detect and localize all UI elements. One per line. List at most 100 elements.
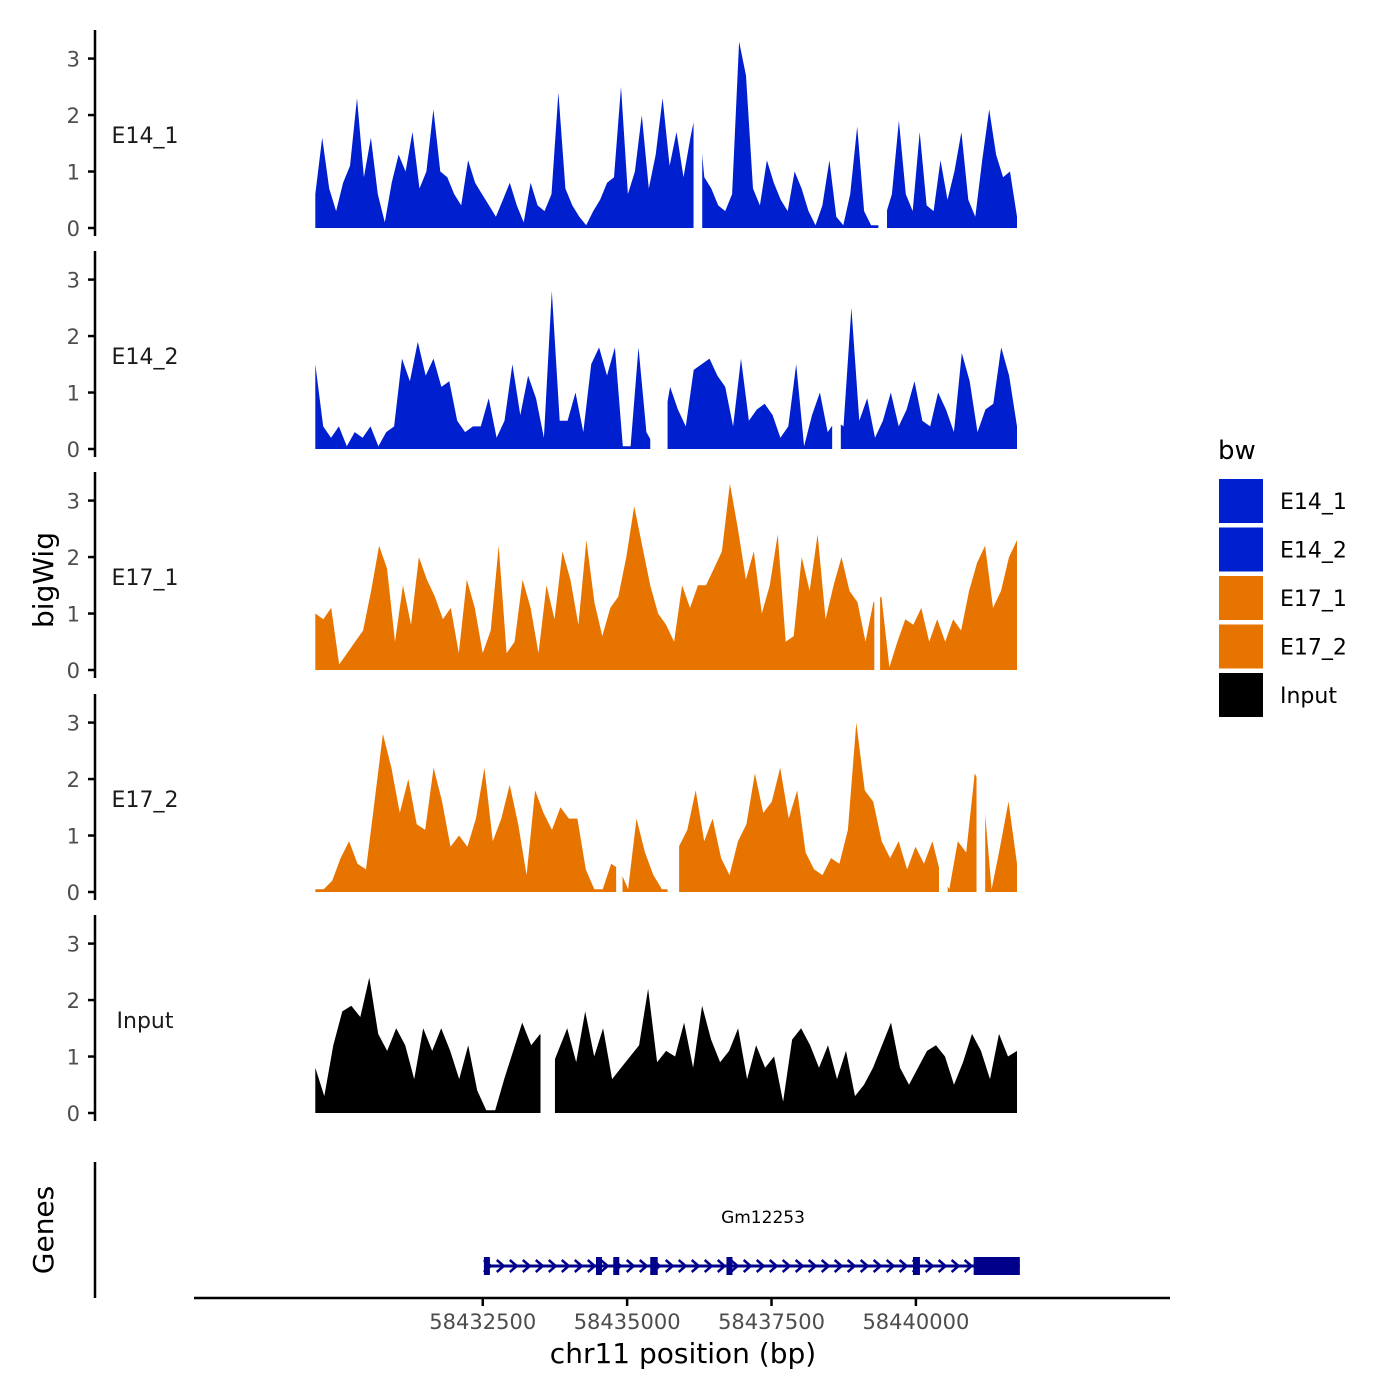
strand-arrow	[794, 1259, 805, 1273]
area-Input	[315, 977, 1017, 1113]
strand-arrow	[898, 1259, 909, 1273]
track-E17_1: 0 1 2 3 E17_1	[67, 472, 1017, 683]
strand-arrow	[677, 1259, 688, 1273]
legend-swatch-E17_2	[1219, 624, 1263, 669]
y-axis-title: bigWig	[27, 532, 60, 628]
strand-arrow	[833, 1259, 844, 1273]
legend-label: E14_1	[1280, 490, 1347, 515]
strand-arrow	[599, 1259, 610, 1273]
strand-arrow	[872, 1259, 883, 1273]
strand-arrow	[560, 1259, 571, 1273]
no-data-gap	[874, 473, 881, 671]
y-tick-label: 1	[67, 1046, 80, 1070]
y-tick-label: 2	[67, 989, 80, 1013]
track-label: E14_2	[112, 345, 179, 370]
x-axis-title: chr11 position (bp)	[550, 1337, 816, 1370]
y-tick-label: 0	[67, 1102, 80, 1126]
strand-arrow	[846, 1259, 857, 1273]
y-tick-label: 3	[67, 933, 80, 957]
area-E14_2	[315, 290, 1017, 449]
strand-arrow	[807, 1259, 818, 1273]
legend: E14_1 E14_2 E17_1 E17_2 Input	[1219, 479, 1347, 717]
exon	[595, 1257, 602, 1275]
genes-axis-title: Genes	[27, 1186, 60, 1274]
y-tick-label: 1	[67, 603, 80, 627]
x-tick-label: 58435000	[574, 1310, 681, 1334]
strand-arrow	[638, 1259, 649, 1273]
strand-arrow	[690, 1259, 701, 1273]
no-data-gap	[938, 695, 948, 893]
no-data-gap	[832, 252, 841, 450]
track-Input: 0 1 2 3 Input	[67, 915, 1017, 1126]
no-data-gap	[976, 695, 986, 893]
x-tick-label: 58437500	[718, 1310, 825, 1334]
legend-label: E17_1	[1280, 587, 1347, 612]
y-tick-label: 3	[67, 269, 80, 293]
track-label: E14_1	[112, 124, 179, 149]
x-axis-ticks: 58432500 58435000 58437500 58440000	[429, 1298, 969, 1334]
area-E14_1	[315, 41, 1017, 228]
strand-arrow	[508, 1259, 519, 1273]
exon	[483, 1257, 490, 1275]
strand-arrow	[534, 1259, 545, 1273]
track-E17_2: 0 1 2 3 E17_2	[67, 694, 1017, 905]
strand-arrow	[963, 1259, 974, 1273]
legend-swatch-Input	[1219, 673, 1263, 717]
y-tick-label: 0	[67, 438, 80, 462]
no-data-gap	[693, 31, 703, 229]
strand-arrow	[573, 1259, 584, 1273]
legend-label: E14_2	[1280, 539, 1347, 564]
strand-arrow	[521, 1259, 532, 1273]
y-tick-label: 2	[67, 104, 80, 128]
strand-arrow	[924, 1259, 935, 1273]
legend-label: E17_2	[1280, 636, 1347, 661]
strand-arrow	[495, 1259, 506, 1273]
strand-arrow	[781, 1259, 792, 1273]
x-tick-label: 58440000	[862, 1310, 969, 1334]
strand-arrow	[755, 1259, 766, 1273]
legend-swatch-E17_1	[1219, 576, 1263, 620]
no-data-gap	[616, 695, 623, 893]
no-data-gap	[667, 695, 680, 893]
track-label: Input	[117, 1009, 174, 1034]
y-tick-label: 0	[67, 659, 80, 683]
y-tick-label: 1	[67, 825, 80, 849]
strand-arrow	[664, 1259, 675, 1273]
signal-tracks: 0 1 2 3 E14_1 0 1 2 3 E14_2 0 1 2 3 E17_1 0 1 2 3 E17_2 0 1 2 3…	[67, 30, 1017, 1126]
exon	[650, 1257, 658, 1275]
y-tick-label: 3	[67, 490, 80, 514]
gene-name: Gm12253	[721, 1208, 805, 1228]
area-E17_1	[315, 483, 1017, 670]
strand-arrow	[742, 1259, 753, 1273]
strand-arrow	[716, 1259, 727, 1273]
area-E17_2	[315, 722, 1017, 892]
exon	[726, 1257, 733, 1275]
track-label: E17_2	[112, 788, 179, 813]
y-tick-label: 1	[67, 382, 80, 406]
exon	[973, 1257, 1020, 1275]
y-tick-label: 3	[67, 48, 80, 72]
gene-track: Gm12253	[482, 1208, 1020, 1275]
y-tick-label: 2	[67, 768, 80, 792]
strand-arrow	[586, 1259, 597, 1273]
exon	[613, 1257, 620, 1275]
strand-arrow	[937, 1259, 948, 1273]
y-tick-label: 0	[67, 881, 80, 905]
strand-arrow	[625, 1259, 636, 1273]
no-data-gap	[878, 31, 888, 229]
track-E14_2: 0 1 2 3 E14_2	[67, 251, 1017, 462]
y-tick-label: 2	[67, 325, 80, 349]
track-label: E17_1	[112, 566, 179, 591]
strand-arrow	[820, 1259, 831, 1273]
strand-arrow	[859, 1259, 870, 1273]
x-tick-label: 58432500	[429, 1310, 536, 1334]
legend-swatch-E14_2	[1219, 527, 1263, 572]
strand-arrow	[547, 1259, 558, 1273]
y-tick-label: 1	[67, 161, 80, 185]
strand-arrow	[885, 1259, 896, 1273]
strand-arrow	[729, 1259, 740, 1273]
legend-swatch-E14_1	[1219, 479, 1263, 523]
no-data-gap	[540, 916, 555, 1114]
y-tick-label: 3	[67, 712, 80, 736]
